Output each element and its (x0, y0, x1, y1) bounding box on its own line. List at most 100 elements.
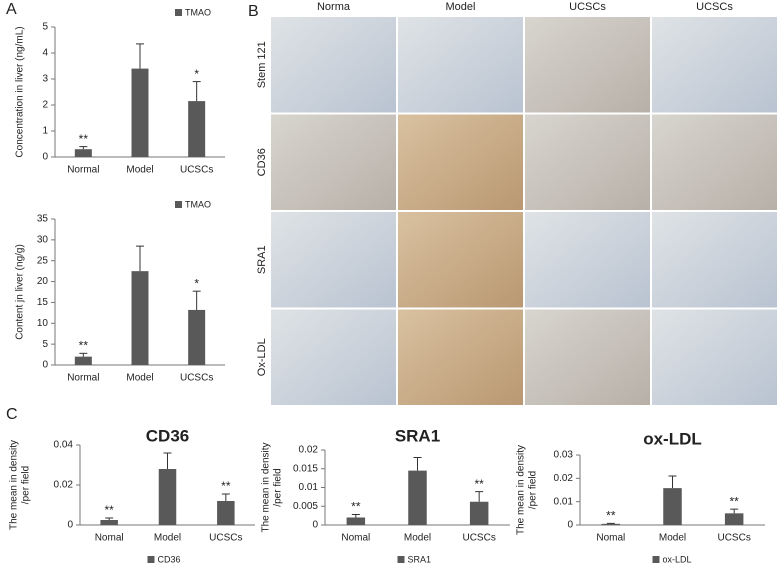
x-tick-label: Nomal (341, 533, 370, 544)
column-header: Norma (317, 1, 351, 13)
micrograph (398, 212, 523, 308)
y-tick-label: 0 (67, 520, 73, 531)
micrograph (398, 17, 523, 113)
legend-swatch (147, 556, 155, 563)
panel-label: C (6, 406, 18, 423)
x-tick-label: UCSCs (462, 533, 495, 544)
row-label: CD36 (256, 148, 268, 176)
bar (469, 501, 489, 525)
legend-swatch (397, 556, 405, 563)
x-tick-label: UCSCs (717, 533, 750, 544)
legend-swatch (652, 556, 660, 563)
micrograph (271, 114, 396, 210)
annotation: ** (104, 503, 114, 517)
bar (724, 513, 744, 525)
annotation: ** (79, 338, 89, 352)
bar (74, 356, 92, 365)
bar (188, 309, 206, 365)
legend-swatch (175, 201, 182, 208)
y-tick-label: 0.04 (54, 440, 74, 451)
y-tick-label: 35 (37, 214, 49, 225)
y-tick-label: 15 (37, 297, 49, 308)
y-tick-label: 0.015 (293, 463, 318, 474)
legend-label: ox-LDL (663, 554, 692, 564)
y-tick-label: 5 (42, 22, 48, 33)
y-tick-label: 25 (37, 255, 49, 266)
column-header: Model (446, 1, 476, 13)
y-tick-label: 0 (42, 152, 48, 163)
legend-label: SRA1 (408, 554, 432, 564)
y-tick-label: 0.02 (54, 480, 74, 491)
row-label: SRA1 (256, 245, 268, 274)
panel-label: A (6, 1, 17, 18)
bar (100, 520, 118, 525)
bar (188, 101, 206, 157)
y-axis-label: /per field (21, 466, 32, 504)
annotation: ** (474, 477, 484, 491)
x-tick-label: Normal (67, 165, 99, 176)
y-tick-label: 0 (567, 520, 573, 531)
y-tick-label: 0 (42, 360, 48, 371)
bar (346, 517, 366, 525)
y-axis-label: The mean in density (516, 445, 527, 535)
micrograph (525, 114, 650, 210)
panel-label: B (248, 3, 259, 20)
y-tick-label: 4 (42, 48, 48, 59)
x-tick-label: UCSCs (180, 165, 213, 176)
legend-label: CD36 (158, 554, 181, 564)
annotation: ** (351, 500, 361, 514)
x-tick-label: UCSCs (180, 373, 213, 384)
bar (217, 501, 235, 525)
annotation: ** (606, 509, 616, 523)
bar (601, 523, 621, 525)
y-axis-label: Concentration in liver (ng/mL) (15, 26, 26, 157)
micrograph (271, 212, 396, 308)
bar (131, 68, 149, 157)
annotation: ** (729, 494, 739, 508)
y-tick-label: 0 (312, 520, 318, 531)
y-tick-label: 30 (37, 234, 49, 245)
micrograph (652, 114, 777, 210)
column-header: UCSCs (569, 1, 606, 13)
y-axis-label: /per field (528, 471, 539, 509)
y-axis-label: Content jn liver (ng/g) (15, 244, 26, 340)
annotation: ** (79, 132, 89, 146)
micrograph (525, 309, 650, 405)
x-tick-label: Model (404, 533, 431, 544)
micrograph (271, 17, 396, 113)
bar (408, 470, 427, 525)
micrograph (652, 17, 777, 113)
x-tick-label: Nomal (596, 533, 625, 544)
y-tick-label: 1 (42, 126, 48, 137)
x-tick-label: Model (126, 373, 153, 384)
bar (74, 149, 92, 157)
y-tick-label: 0.01 (299, 482, 319, 493)
micrograph (398, 309, 523, 405)
y-tick-label: 0.01 (554, 496, 574, 507)
y-tick-label: 5 (42, 339, 48, 350)
row-label: Ox-LDL (256, 338, 268, 376)
x-tick-label: Model (154, 533, 181, 544)
bar (131, 271, 149, 365)
y-tick-label: 0.03 (554, 450, 574, 461)
annotation: ** (221, 479, 231, 493)
micrograph (652, 309, 777, 405)
y-axis-label: The mean in density (261, 442, 272, 532)
y-axis-label: /per field (273, 468, 284, 506)
x-tick-label: Model (659, 533, 686, 544)
annotation: * (194, 67, 199, 81)
micrograph (525, 212, 650, 308)
x-tick-label: Model (126, 165, 153, 176)
y-tick-label: 0.005 (293, 501, 318, 512)
chart-title: SRA1 (395, 426, 440, 445)
chart-title: ox-LDL (643, 429, 702, 448)
legend-swatch (175, 9, 182, 16)
x-tick-label: UCSCs (209, 533, 242, 544)
legend-label: TMAO (185, 199, 211, 209)
bar (663, 488, 682, 525)
row-label: Stem 121 (256, 41, 268, 88)
micrograph (525, 17, 650, 113)
legend-label: TMAO (185, 7, 211, 17)
bar (158, 469, 177, 525)
